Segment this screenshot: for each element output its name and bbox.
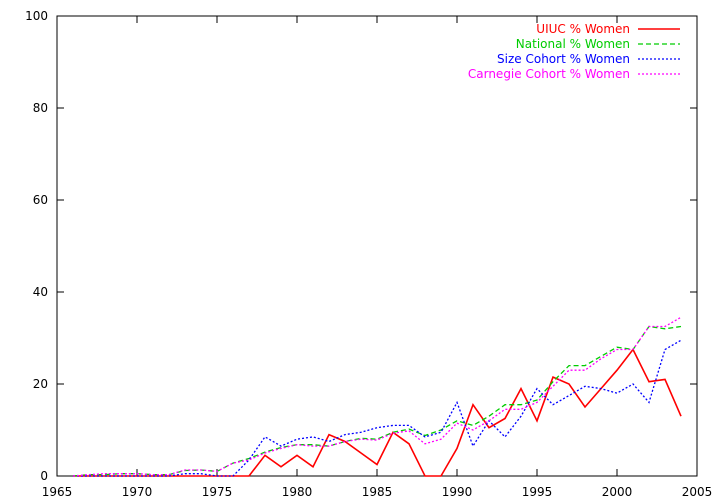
y-tick-label: 60 — [33, 193, 48, 207]
series-line-2 — [73, 339, 682, 477]
series-layer — [72, 316, 682, 477]
legend-label-3: Carnegie Cohort % Women — [468, 67, 630, 81]
series-line-0 — [73, 348, 682, 477]
x-tick-label: 1970 — [122, 485, 153, 499]
axes: 1965 1970 1975 1980 1985 1990 1995 2000 2005 0 20 4… — [25, 9, 712, 499]
legend-label-1: National % Women — [516, 37, 630, 51]
x-tick-label: 1990 — [442, 485, 473, 499]
x-tick-label: 1975 — [202, 485, 233, 499]
legend-label-2: Size Cohort % Women — [497, 52, 630, 66]
x-tick-label: 1995 — [522, 485, 553, 499]
plot-frame — [56, 15, 698, 477]
x-tick-label: 1985 — [362, 485, 393, 499]
x-tick-label: 1980 — [282, 485, 313, 499]
x-tick-label: 1965 — [42, 485, 73, 499]
x-tick-label: 2005 — [682, 485, 713, 499]
y-tick-label: 100 — [25, 9, 48, 23]
y-tick-label: 80 — [33, 101, 48, 115]
y-tick-label: 40 — [33, 285, 48, 299]
x-tick-label: 2000 — [602, 485, 633, 499]
y-tick-label: 20 — [33, 377, 48, 391]
legend-label-0: UIUC % Women — [536, 22, 630, 36]
y-tick-label: 0 — [40, 469, 48, 483]
series-line-3 — [72, 316, 682, 477]
